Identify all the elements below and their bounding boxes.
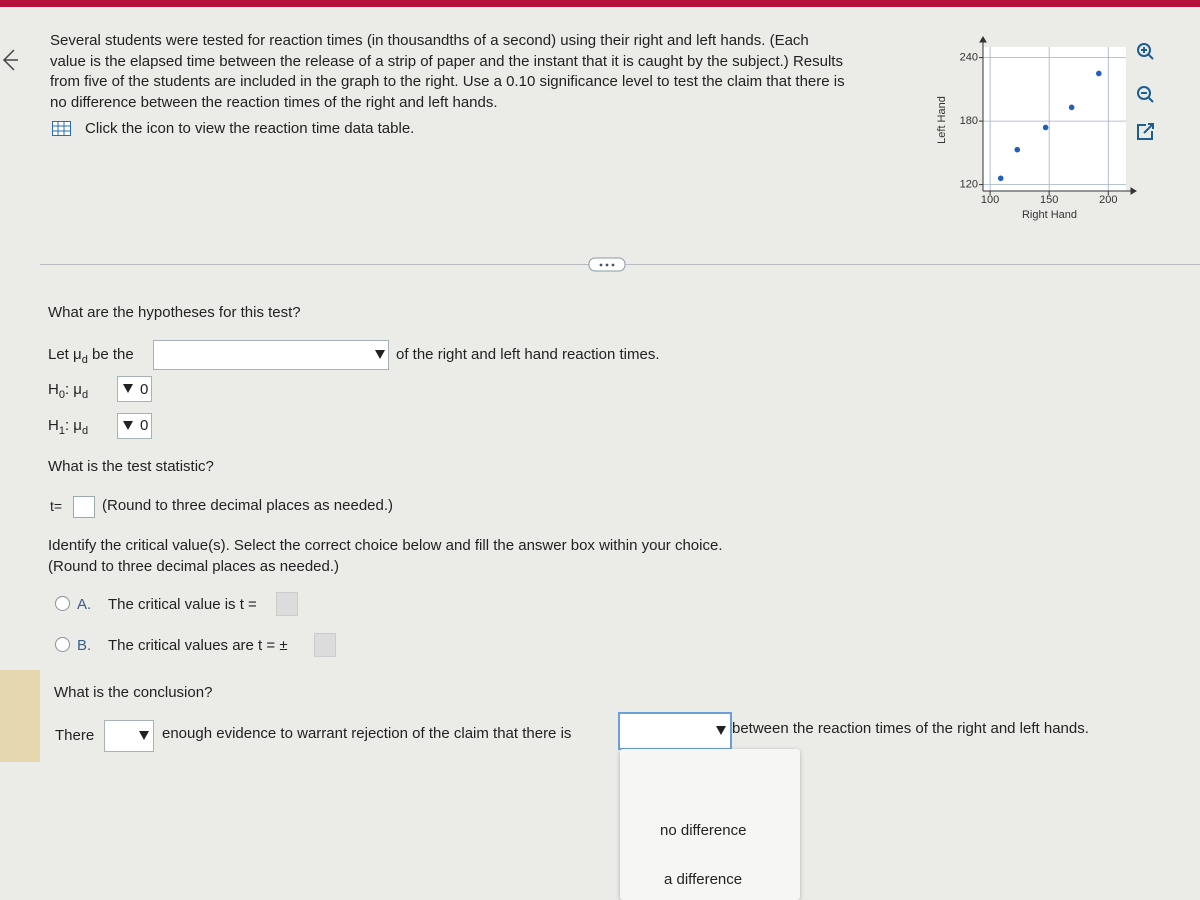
y-axis-label: Left Hand <box>936 96 948 144</box>
text: (Round to three decimal places as needed… <box>48 558 340 575</box>
dropdown[interactable] <box>104 720 154 752</box>
question: What is the test statistic? <box>48 458 214 475</box>
h0: H0: μd <box>48 381 88 401</box>
x-tick-label: 200 <box>1099 194 1117 206</box>
menu-option[interactable]: a difference <box>664 871 743 888</box>
plot-area <box>983 47 1126 191</box>
zoom-out[interactable] <box>1137 86 1154 103</box>
y-axis <box>979 36 987 191</box>
zoom-in[interactable] <box>1137 43 1154 60</box>
text: : μ <box>64 417 82 434</box>
problem-line: from five of the students are included i… <box>50 73 845 90</box>
expand-button[interactable] <box>588 257 628 273</box>
text: d <box>81 354 88 366</box>
dropdown[interactable] <box>117 413 152 439</box>
text: of the right and left hand reaction time… <box>396 346 660 363</box>
h1: H1: μd <box>48 417 88 437</box>
dropdown-arrow <box>716 726 726 735</box>
x-tick-label: 150 <box>1040 194 1058 206</box>
x-axis-label: Right Hand <box>1022 209 1077 221</box>
dropdown[interactable] <box>153 340 389 370</box>
radio[interactable] <box>55 637 70 652</box>
dropdown[interactable] <box>117 376 152 402</box>
choice-text: The critical values are t = ± <box>108 637 288 654</box>
y-tick-label: 120 <box>960 179 978 191</box>
problem-line: Several students were tested for reactio… <box>50 32 809 49</box>
radio[interactable] <box>55 596 70 611</box>
back-button[interactable] <box>0 45 20 75</box>
dropdown-menu: no difference a difference <box>620 749 800 900</box>
dropdown-arrow <box>123 384 133 393</box>
choice-text: The critical value is t = <box>108 596 257 613</box>
text: H <box>48 417 59 434</box>
question: What are the hypotheses for this test? <box>48 304 301 321</box>
top-bar <box>0 0 1200 7</box>
scatter-chart: 100 150 200 120 180 240 Right Hand Left Hand <box>936 36 1137 221</box>
dropdown-arrow <box>139 731 149 740</box>
text: d <box>81 425 89 437</box>
answer-box[interactable] <box>276 592 298 616</box>
tool-icons <box>1137 43 1154 140</box>
point <box>1014 146 1021 153</box>
text: (Round to three decimal places as needed… <box>102 497 394 514</box>
problem-line: value is the elapsed time between the re… <box>50 52 843 70</box>
text: be the <box>91 346 134 363</box>
choice-letter: A. <box>77 596 92 613</box>
text: μ <box>73 346 82 363</box>
side-highlight <box>0 670 40 762</box>
text: t= <box>50 498 63 514</box>
problem-text: Several students were tested for reactio… <box>50 31 845 113</box>
text: : μ <box>64 381 82 398</box>
choice-letter: B. <box>77 637 92 654</box>
data-table-link[interactable]: Click the icon to view the reaction time… <box>85 120 415 137</box>
x-tick-label: 100 <box>981 194 999 206</box>
y-tick-label: 180 <box>960 115 978 127</box>
text: 0 <box>58 389 65 401</box>
open-external[interactable] <box>1137 123 1154 140</box>
point <box>997 175 1004 182</box>
dropdown[interactable] <box>618 712 732 750</box>
menu-option[interactable]: no difference <box>660 822 747 839</box>
point <box>1096 70 1102 77</box>
answer-box[interactable] <box>314 633 336 657</box>
answer-box[interactable] <box>73 496 95 518</box>
dropdown-arrow <box>375 350 385 359</box>
text: 1 <box>58 425 65 437</box>
question: Identify the critical value(s). Select t… <box>48 537 723 554</box>
text: H <box>48 381 59 398</box>
dropdown-arrow <box>123 421 133 430</box>
question: What is the conclusion? <box>54 684 213 701</box>
text: 0 <box>140 417 149 434</box>
text: enough evidence to warrant rejection of … <box>162 725 572 742</box>
point <box>1042 124 1049 131</box>
table-icon[interactable] <box>52 121 72 137</box>
text: Let <box>48 346 69 363</box>
text: 0 <box>140 381 149 398</box>
problem-line: no difference between the reaction times… <box>50 93 498 111</box>
point <box>1068 104 1075 111</box>
let-text: Let μd be the <box>48 346 134 366</box>
text: d <box>81 389 89 401</box>
text: There <box>55 727 95 744</box>
y-tick-label: 240 <box>960 51 978 63</box>
text: between the reaction times of the right … <box>732 720 1089 737</box>
x-axis <box>983 187 1137 195</box>
